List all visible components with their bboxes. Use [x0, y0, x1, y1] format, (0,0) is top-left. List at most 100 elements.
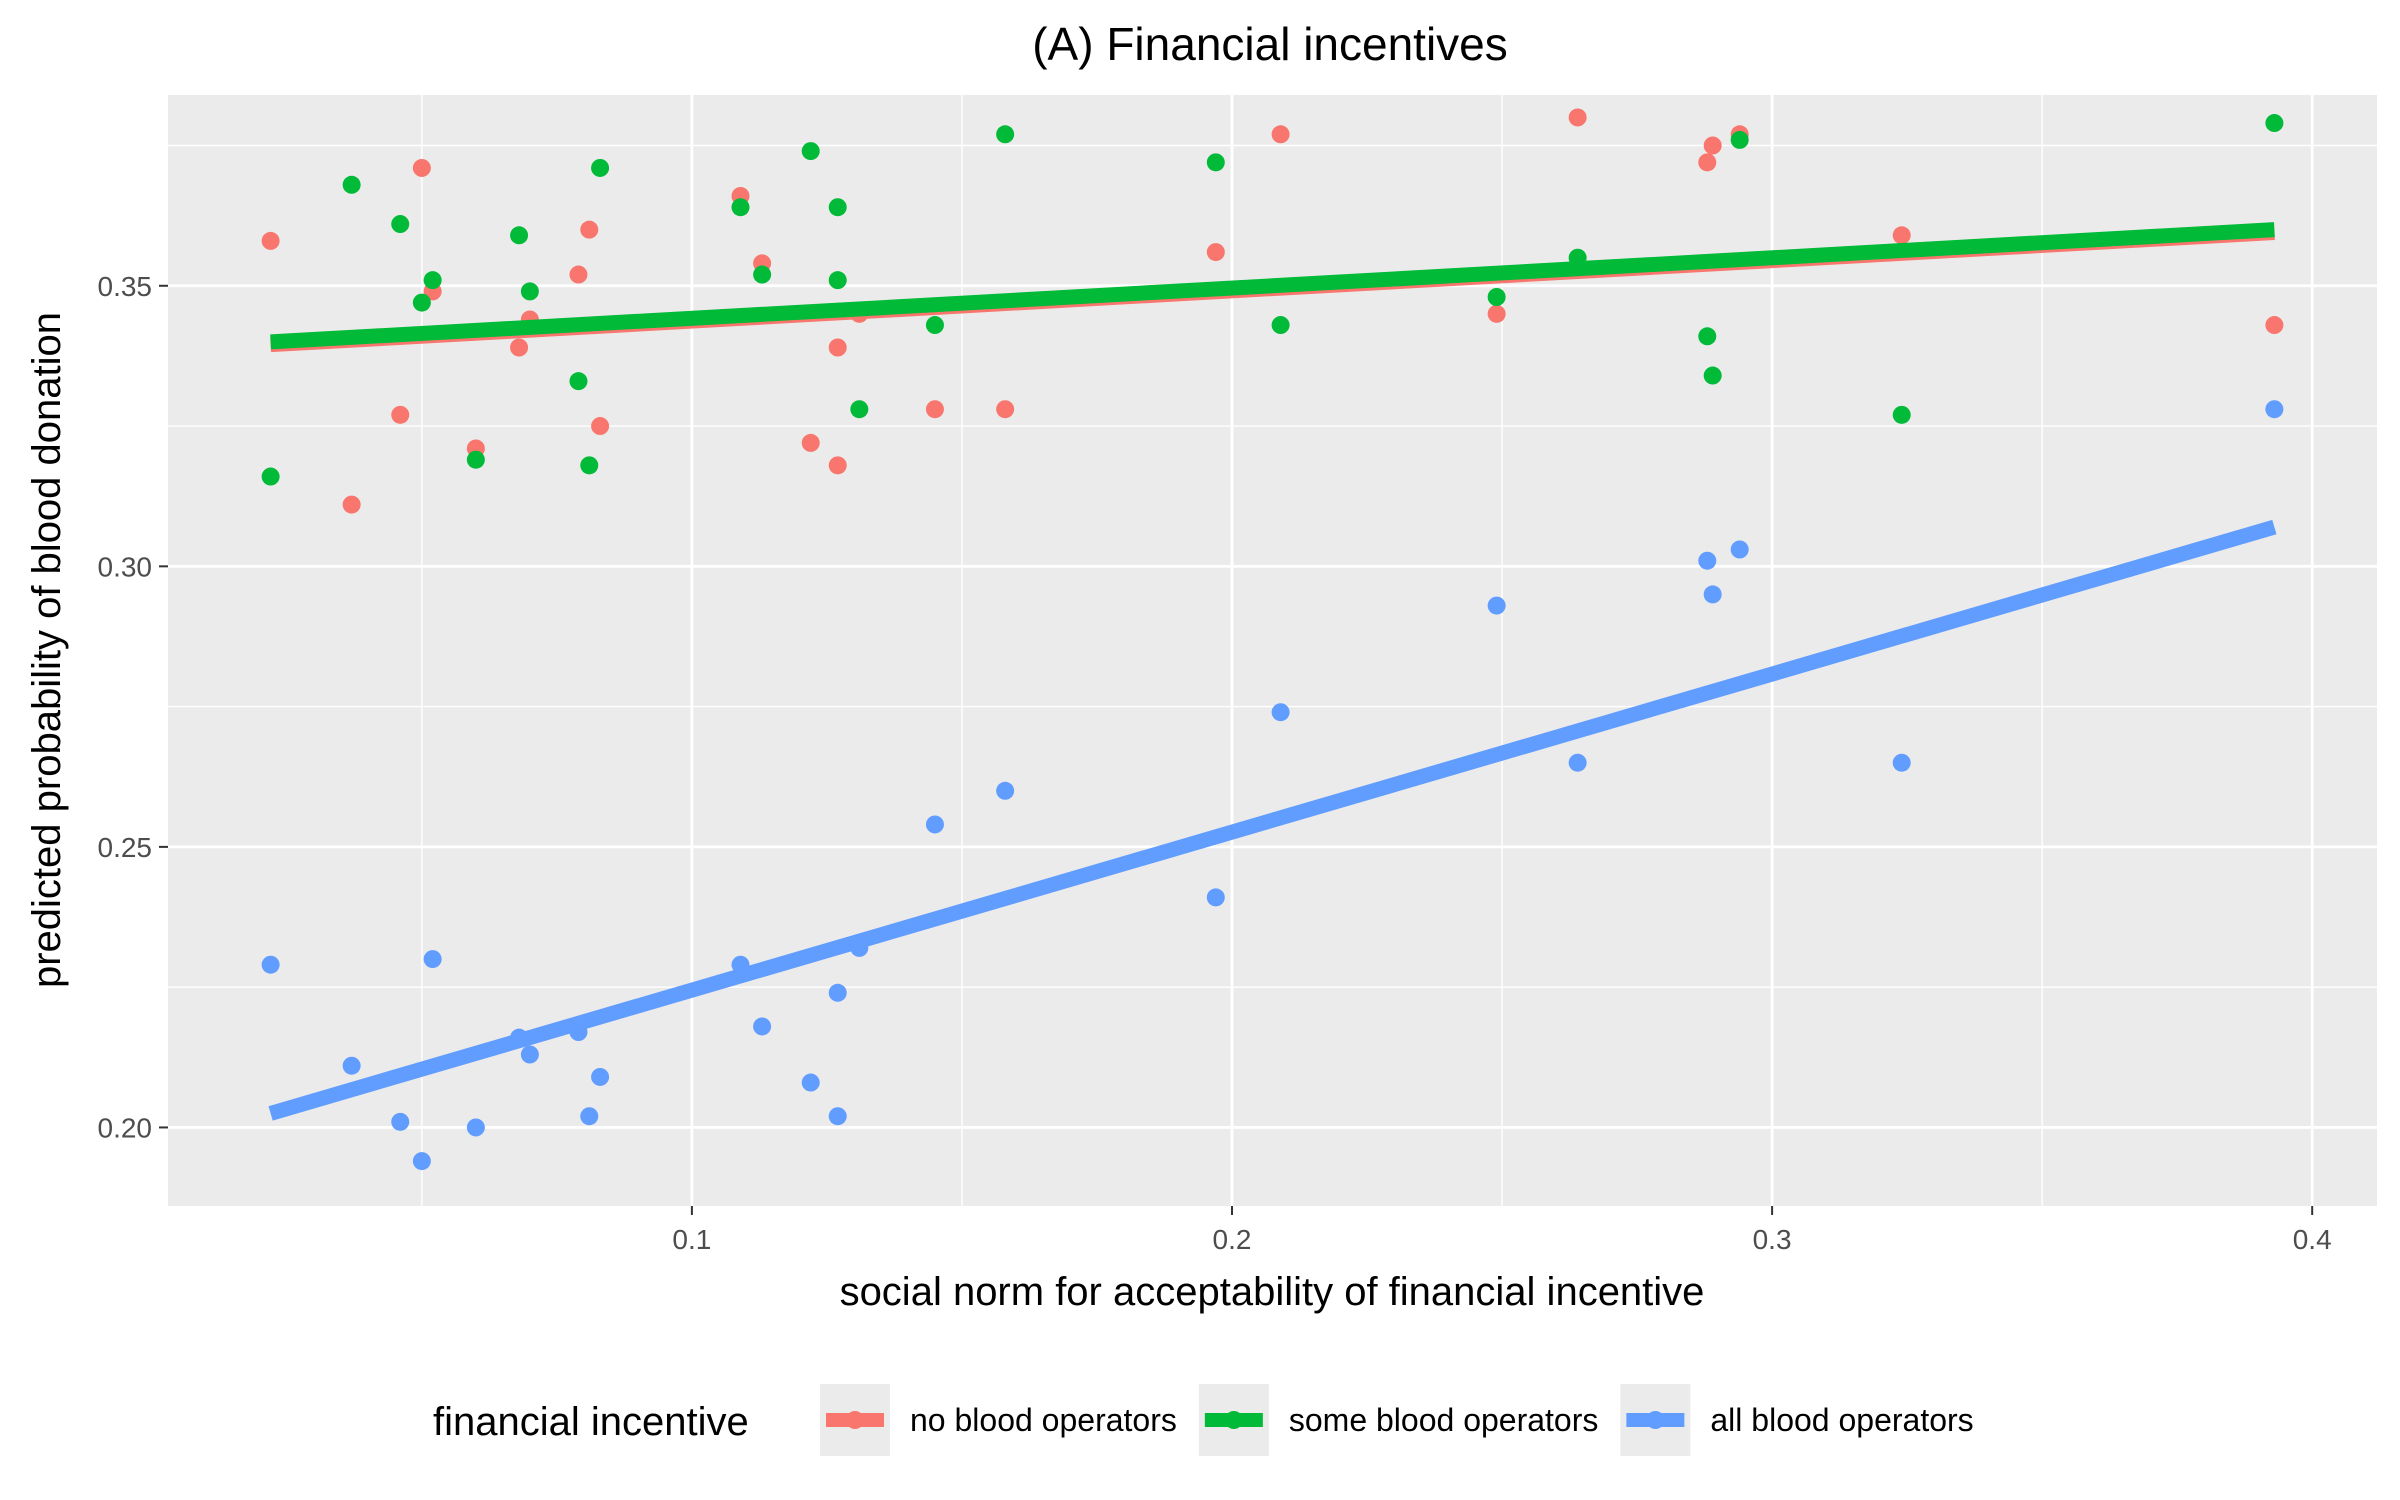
- data-point-all-blood-operators: [1703, 585, 1722, 604]
- data-point-some-blood-operators: [996, 125, 1015, 144]
- data-point-all-blood-operators: [591, 1067, 610, 1086]
- data-point-some-blood-operators: [1487, 288, 1506, 306]
- data-point-all-blood-operators: [1271, 703, 1290, 722]
- data-point-all-blood-operators: [423, 950, 442, 969]
- data-point-some-blood-operators: [925, 316, 944, 335]
- data-point-no-blood-operators: [1568, 108, 1587, 127]
- data-point-all-blood-operators: [466, 1118, 485, 1137]
- x-tick-label: 0.4: [2293, 1224, 2332, 1255]
- data-point-all-blood-operators: [261, 955, 280, 974]
- data-point-no-blood-operators: [996, 400, 1015, 419]
- data-point-no-blood-operators: [1271, 125, 1290, 144]
- data-point-all-blood-operators: [1698, 551, 1717, 570]
- data-point-no-blood-operators: [261, 231, 280, 250]
- y-tick-label: 0.30: [98, 551, 153, 582]
- data-point-all-blood-operators: [828, 983, 847, 1002]
- data-point-some-blood-operators: [1730, 130, 1749, 149]
- data-point-no-blood-operators: [828, 456, 847, 475]
- data-point-some-blood-operators: [1206, 153, 1225, 172]
- data-point-all-blood-operators: [753, 1017, 772, 1036]
- y-tick-label: 0.35: [98, 271, 153, 302]
- data-point-no-blood-operators: [510, 338, 529, 357]
- data-point-all-blood-operators: [520, 1045, 539, 1064]
- data-point-some-blood-operators: [591, 158, 610, 177]
- scatter-points: [261, 108, 2284, 1171]
- data-point-some-blood-operators: [510, 226, 529, 245]
- data-point-all-blood-operators: [1487, 596, 1506, 615]
- data-point-no-blood-operators: [828, 338, 847, 357]
- data-point-some-blood-operators: [261, 467, 280, 486]
- data-point-all-blood-operators: [342, 1056, 361, 1075]
- x-axis-title: social norm for acceptability of financi…: [840, 1270, 1705, 1314]
- data-point-no-blood-operators: [569, 265, 588, 284]
- data-point-no-blood-operators: [1703, 136, 1722, 155]
- fit-line-some-blood-operators: [270, 222, 2275, 350]
- y-tick-label: 0.20: [98, 1112, 153, 1143]
- legend-key-point-all-blood-operators: [1646, 1411, 1665, 1429]
- legend-key-point-some-blood-operators: [1224, 1411, 1243, 1429]
- data-point-all-blood-operators: [828, 1107, 847, 1126]
- data-point-no-blood-operators: [1206, 243, 1225, 262]
- data-point-all-blood-operators: [925, 815, 944, 834]
- data-point-all-blood-operators: [412, 1152, 431, 1171]
- data-point-some-blood-operators: [580, 456, 599, 475]
- data-point-some-blood-operators: [1892, 405, 1911, 424]
- data-point-all-blood-operators: [801, 1073, 820, 1092]
- data-point-no-blood-operators: [391, 405, 410, 424]
- data-point-some-blood-operators: [520, 282, 539, 301]
- data-point-some-blood-operators: [1703, 366, 1722, 385]
- data-point-all-blood-operators: [1568, 753, 1587, 772]
- data-point-some-blood-operators: [466, 450, 485, 469]
- data-point-no-blood-operators: [2265, 316, 2284, 335]
- fit-line-all-blood-operators: [268, 519, 2277, 1121]
- data-point-no-blood-operators: [591, 417, 610, 436]
- fit-lines: [268, 222, 2277, 1121]
- legend-label-some-blood-operators: some blood operators: [1289, 1402, 1599, 1438]
- data-point-some-blood-operators: [569, 372, 588, 391]
- legend: financial incentive no blood operators so…: [433, 1384, 1974, 1456]
- data-point-no-blood-operators: [1698, 153, 1717, 172]
- data-point-no-blood-operators: [1487, 304, 1506, 323]
- y-axis-ticks: 0.20 0.25 0.30 0.35: [98, 271, 168, 1143]
- data-point-some-blood-operators: [1271, 316, 1290, 335]
- data-point-some-blood-operators: [753, 265, 772, 284]
- x-axis-ticks: 0.1 0.2 0.3 0.4: [672, 1206, 2332, 1255]
- data-point-some-blood-operators: [1698, 327, 1717, 346]
- data-point-all-blood-operators: [2265, 400, 2284, 419]
- x-tick-label: 0.2: [1213, 1224, 1252, 1255]
- data-point-some-blood-operators: [391, 215, 410, 234]
- data-point-some-blood-operators: [828, 198, 847, 217]
- data-point-no-blood-operators: [412, 158, 431, 177]
- data-point-all-blood-operators: [1206, 888, 1225, 907]
- data-point-some-blood-operators: [801, 142, 820, 161]
- data-point-no-blood-operators: [342, 495, 361, 514]
- legend-label-all-blood-operators: all blood operators: [1710, 1402, 1973, 1438]
- data-point-some-blood-operators: [342, 175, 361, 194]
- data-point-some-blood-operators: [828, 271, 847, 290]
- data-point-some-blood-operators: [2265, 114, 2284, 133]
- y-tick-label: 0.25: [98, 832, 153, 863]
- data-point-some-blood-operators: [423, 271, 442, 290]
- data-point-no-blood-operators: [1892, 226, 1911, 245]
- data-point-no-blood-operators: [925, 400, 944, 419]
- legend-items: no blood operators some blood operators al…: [820, 1384, 1974, 1456]
- data-point-no-blood-operators: [580, 220, 599, 239]
- legend-title: financial incentive: [433, 1400, 749, 1444]
- x-tick-label: 0.1: [672, 1224, 711, 1255]
- x-tick-label: 0.3: [1753, 1224, 1792, 1255]
- chart-title: (A) Financial incentives: [1032, 18, 1508, 70]
- data-point-all-blood-operators: [1892, 753, 1911, 772]
- y-axis-title: predicted probability of blood donation: [25, 312, 69, 988]
- data-point-all-blood-operators: [996, 781, 1015, 800]
- data-point-no-blood-operators: [801, 433, 820, 452]
- legend-key-point-no-blood-operators: [846, 1411, 864, 1429]
- data-point-all-blood-operators: [1730, 540, 1749, 559]
- data-point-some-blood-operators: [731, 198, 750, 217]
- data-point-some-blood-operators: [412, 293, 431, 312]
- data-point-some-blood-operators: [850, 400, 869, 419]
- data-point-all-blood-operators: [391, 1112, 410, 1131]
- legend-label-no-blood-operators: no blood operators: [910, 1402, 1177, 1438]
- data-point-all-blood-operators: [580, 1107, 599, 1126]
